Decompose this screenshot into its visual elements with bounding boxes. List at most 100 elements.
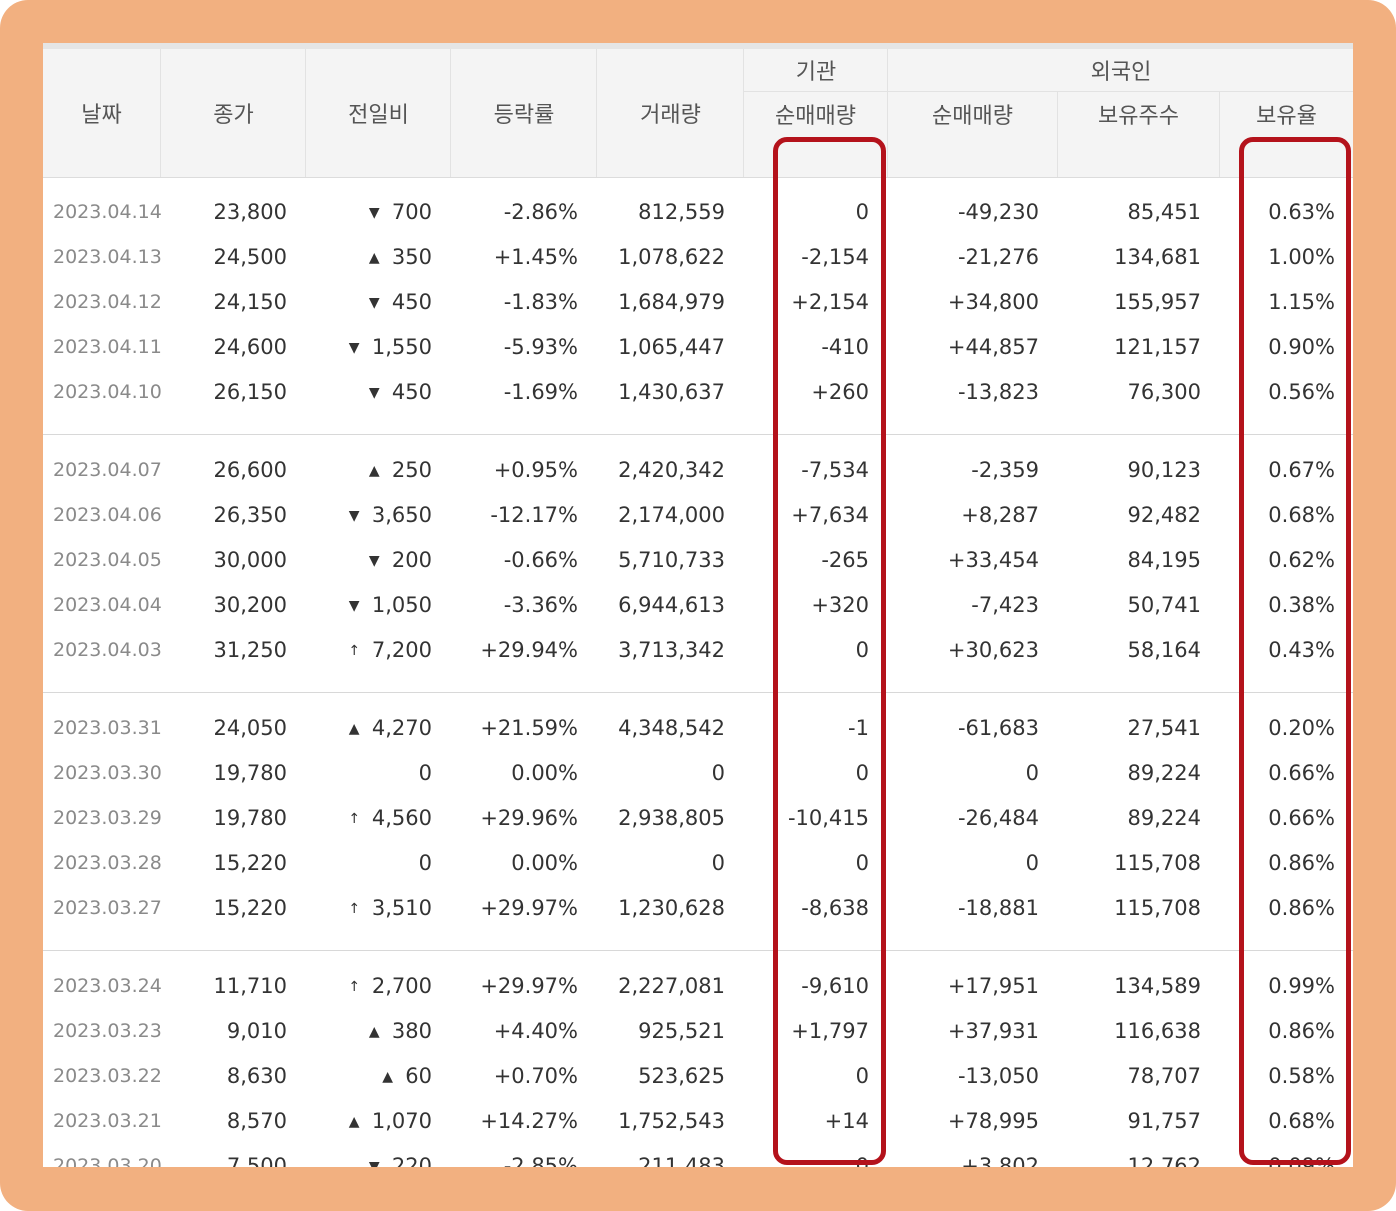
institution-net-cell: -410 [821, 334, 869, 359]
header-date[interactable]: 날짜 [81, 103, 122, 128]
change-cell: 0 [305, 840, 450, 885]
down-triangle-icon: ▼ [368, 384, 380, 401]
change-value: 4,560 [371, 805, 432, 830]
foreign-net-cell: -61,683 [957, 715, 1039, 740]
volume-cell: 0 [711, 760, 725, 785]
close-cell: 19,780 [213, 805, 287, 830]
header-rate[interactable]: 등락률 [450, 49, 597, 177]
header-foreign-ratio[interactable]: 보유율 [1219, 92, 1353, 177]
up-triangle-icon: ▲ [368, 1023, 380, 1040]
table-row: 2023.04.03 31,250 ↑ 7,200 +29.94% 3,713,342 0… [43, 627, 1353, 672]
table-row: 2023.04.04 30,200 ▼ 1,050 -3.36% 6,944,613 +3… [43, 582, 1353, 627]
change-cell: ▲ 380 [305, 1008, 450, 1053]
header-change[interactable]: 전일비 [305, 49, 451, 177]
change-cell: ▼ 450 [305, 369, 450, 414]
rate-cell: +29.96% [480, 805, 578, 830]
foreign-net-cell: -21,276 [957, 244, 1039, 269]
header-foreign-shares[interactable]: 보유주수 [1057, 92, 1219, 177]
table-row: 2023.04.05 30,000 ▼ 200 -0.66% 5,710,733 -265… [43, 537, 1353, 582]
change-cell: ▲ 60 [305, 1053, 450, 1098]
close-cell: 15,220 [213, 895, 287, 920]
group-divider [43, 414, 1353, 435]
foreign-shares-cell: 27,541 [1127, 715, 1201, 740]
date-cell: 2023.03.24 [53, 974, 162, 997]
header-volume[interactable]: 거래량 [596, 49, 744, 177]
rate-cell: +0.95% [493, 457, 578, 482]
change-value: 1,550 [371, 334, 432, 359]
down-triangle-icon: ▼ [348, 507, 360, 524]
foreign-shares-cell: 76,300 [1127, 379, 1201, 404]
change-cell: ▼ 3,650 [305, 492, 450, 537]
close-cell: 15,220 [213, 850, 287, 875]
institution-net-cell: +320 [811, 592, 869, 617]
foreign-shares-cell: 89,224 [1127, 760, 1201, 785]
header-close[interactable]: 종가 [160, 49, 306, 177]
volume-cell: 1,078,622 [618, 244, 725, 269]
foreign-net-cell: +34,800 [947, 289, 1039, 314]
change-value: 1,070 [371, 1108, 432, 1133]
institution-net-cell: +2,154 [791, 289, 869, 314]
change-value: 7,200 [371, 637, 432, 662]
change-cell: ▼ 200 [305, 537, 450, 582]
volume-cell: 1,752,543 [618, 1108, 725, 1133]
institution-net-cell: +7,634 [791, 502, 869, 527]
volume-cell: 812,559 [638, 199, 725, 224]
date-cell: 2023.04.03 [53, 638, 162, 661]
close-cell: 9,010 [226, 1018, 287, 1043]
change-cell: ↑ 2,700 [305, 963, 450, 1008]
institution-net-cell: -7,534 [801, 457, 869, 482]
volume-cell: 523,625 [638, 1063, 725, 1088]
institution-net-cell: -265 [821, 547, 869, 572]
foreign-net-cell: +37,931 [947, 1018, 1039, 1043]
change-value: 4,270 [371, 715, 432, 740]
close-cell: 26,600 [213, 457, 287, 482]
close-cell: 8,630 [226, 1063, 287, 1088]
change-cell: ↑ 3,510 [305, 885, 450, 930]
date-cell: 2023.04.06 [53, 503, 162, 526]
up-triangle-icon: ▲ [348, 1113, 360, 1130]
table-row: 2023.03.30 19,780 0 0.00% 0 0 0 89,224 0.66% [43, 750, 1353, 795]
institution-highlight-box [773, 137, 886, 1165]
foreign-shares-cell: 116,638 [1114, 1018, 1201, 1043]
institution-net-cell: -8,638 [801, 895, 869, 920]
institution-net-cell: 0 [855, 637, 869, 662]
foreign-net-cell: -7,423 [971, 592, 1039, 617]
foreign-net-cell: +17,951 [947, 973, 1039, 998]
limit-up-arrow-icon: ↑ [348, 642, 361, 659]
table-row: 2023.03.22 8,630 ▲ 60 +0.70% 523,625 0 -13,050… [43, 1053, 1353, 1098]
foreign-ratio-cell: 0.56% [1268, 379, 1335, 404]
rate-cell: -12.17% [490, 502, 578, 527]
rate-cell: +4.40% [493, 1018, 578, 1043]
volume-cell: 1,230,628 [618, 895, 725, 920]
foreign-shares-cell: 91,757 [1127, 1108, 1201, 1133]
change-cell: 0 [305, 750, 450, 795]
foreign-shares-cell: 155,957 [1114, 289, 1201, 314]
date-cell: 2023.03.29 [53, 806, 162, 829]
change-cell: ▼ 1,550 [305, 324, 450, 369]
table-row: 2023.04.10 26,150 ▼ 450 -1.69% 1,430,637 +260… [43, 369, 1353, 414]
table-row: 2023.03.28 15,220 0 0.00% 0 0 0 115,708 0.86% [43, 840, 1353, 885]
rate-cell: -5.93% [503, 334, 578, 359]
table-row: 2023.04.13 24,500 ▲ 350 +1.45% 1,078,622 -2,1… [43, 234, 1353, 279]
header-institution-net[interactable]: 순매매량 [743, 92, 887, 177]
foreign-ratio-cell: 0.68% [1268, 502, 1335, 527]
foreign-net-cell: -13,823 [957, 379, 1039, 404]
header-foreign-net[interactable]: 순매매량 [887, 92, 1057, 177]
rate-cell: -3.36% [503, 592, 578, 617]
institution-net-cell: -2,154 [801, 244, 869, 269]
volume-cell: 6,944,613 [618, 592, 725, 617]
date-cell: 2023.03.27 [53, 896, 162, 919]
up-triangle-icon: ▲ [368, 462, 380, 479]
group-divider [43, 930, 1353, 951]
change-value: 1,050 [371, 592, 432, 617]
foreign-net-cell: +78,995 [947, 1108, 1039, 1133]
foreign-ratio-cell: 0.63% [1268, 199, 1335, 224]
change-value: 3,510 [371, 895, 432, 920]
institution-net-cell: +260 [811, 379, 869, 404]
institution-net-cell: 0 [855, 760, 869, 785]
up-triangle-icon: ▲ [368, 249, 380, 266]
date-cell: 2023.03.20 [53, 1154, 162, 1168]
foreign-shares-cell: 84,195 [1127, 547, 1201, 572]
table-row: 2023.03.27 15,220 ↑ 3,510 +29.97% 1,230,628 -… [43, 885, 1353, 930]
foreign-ratio-cell: 0.66% [1268, 805, 1335, 830]
